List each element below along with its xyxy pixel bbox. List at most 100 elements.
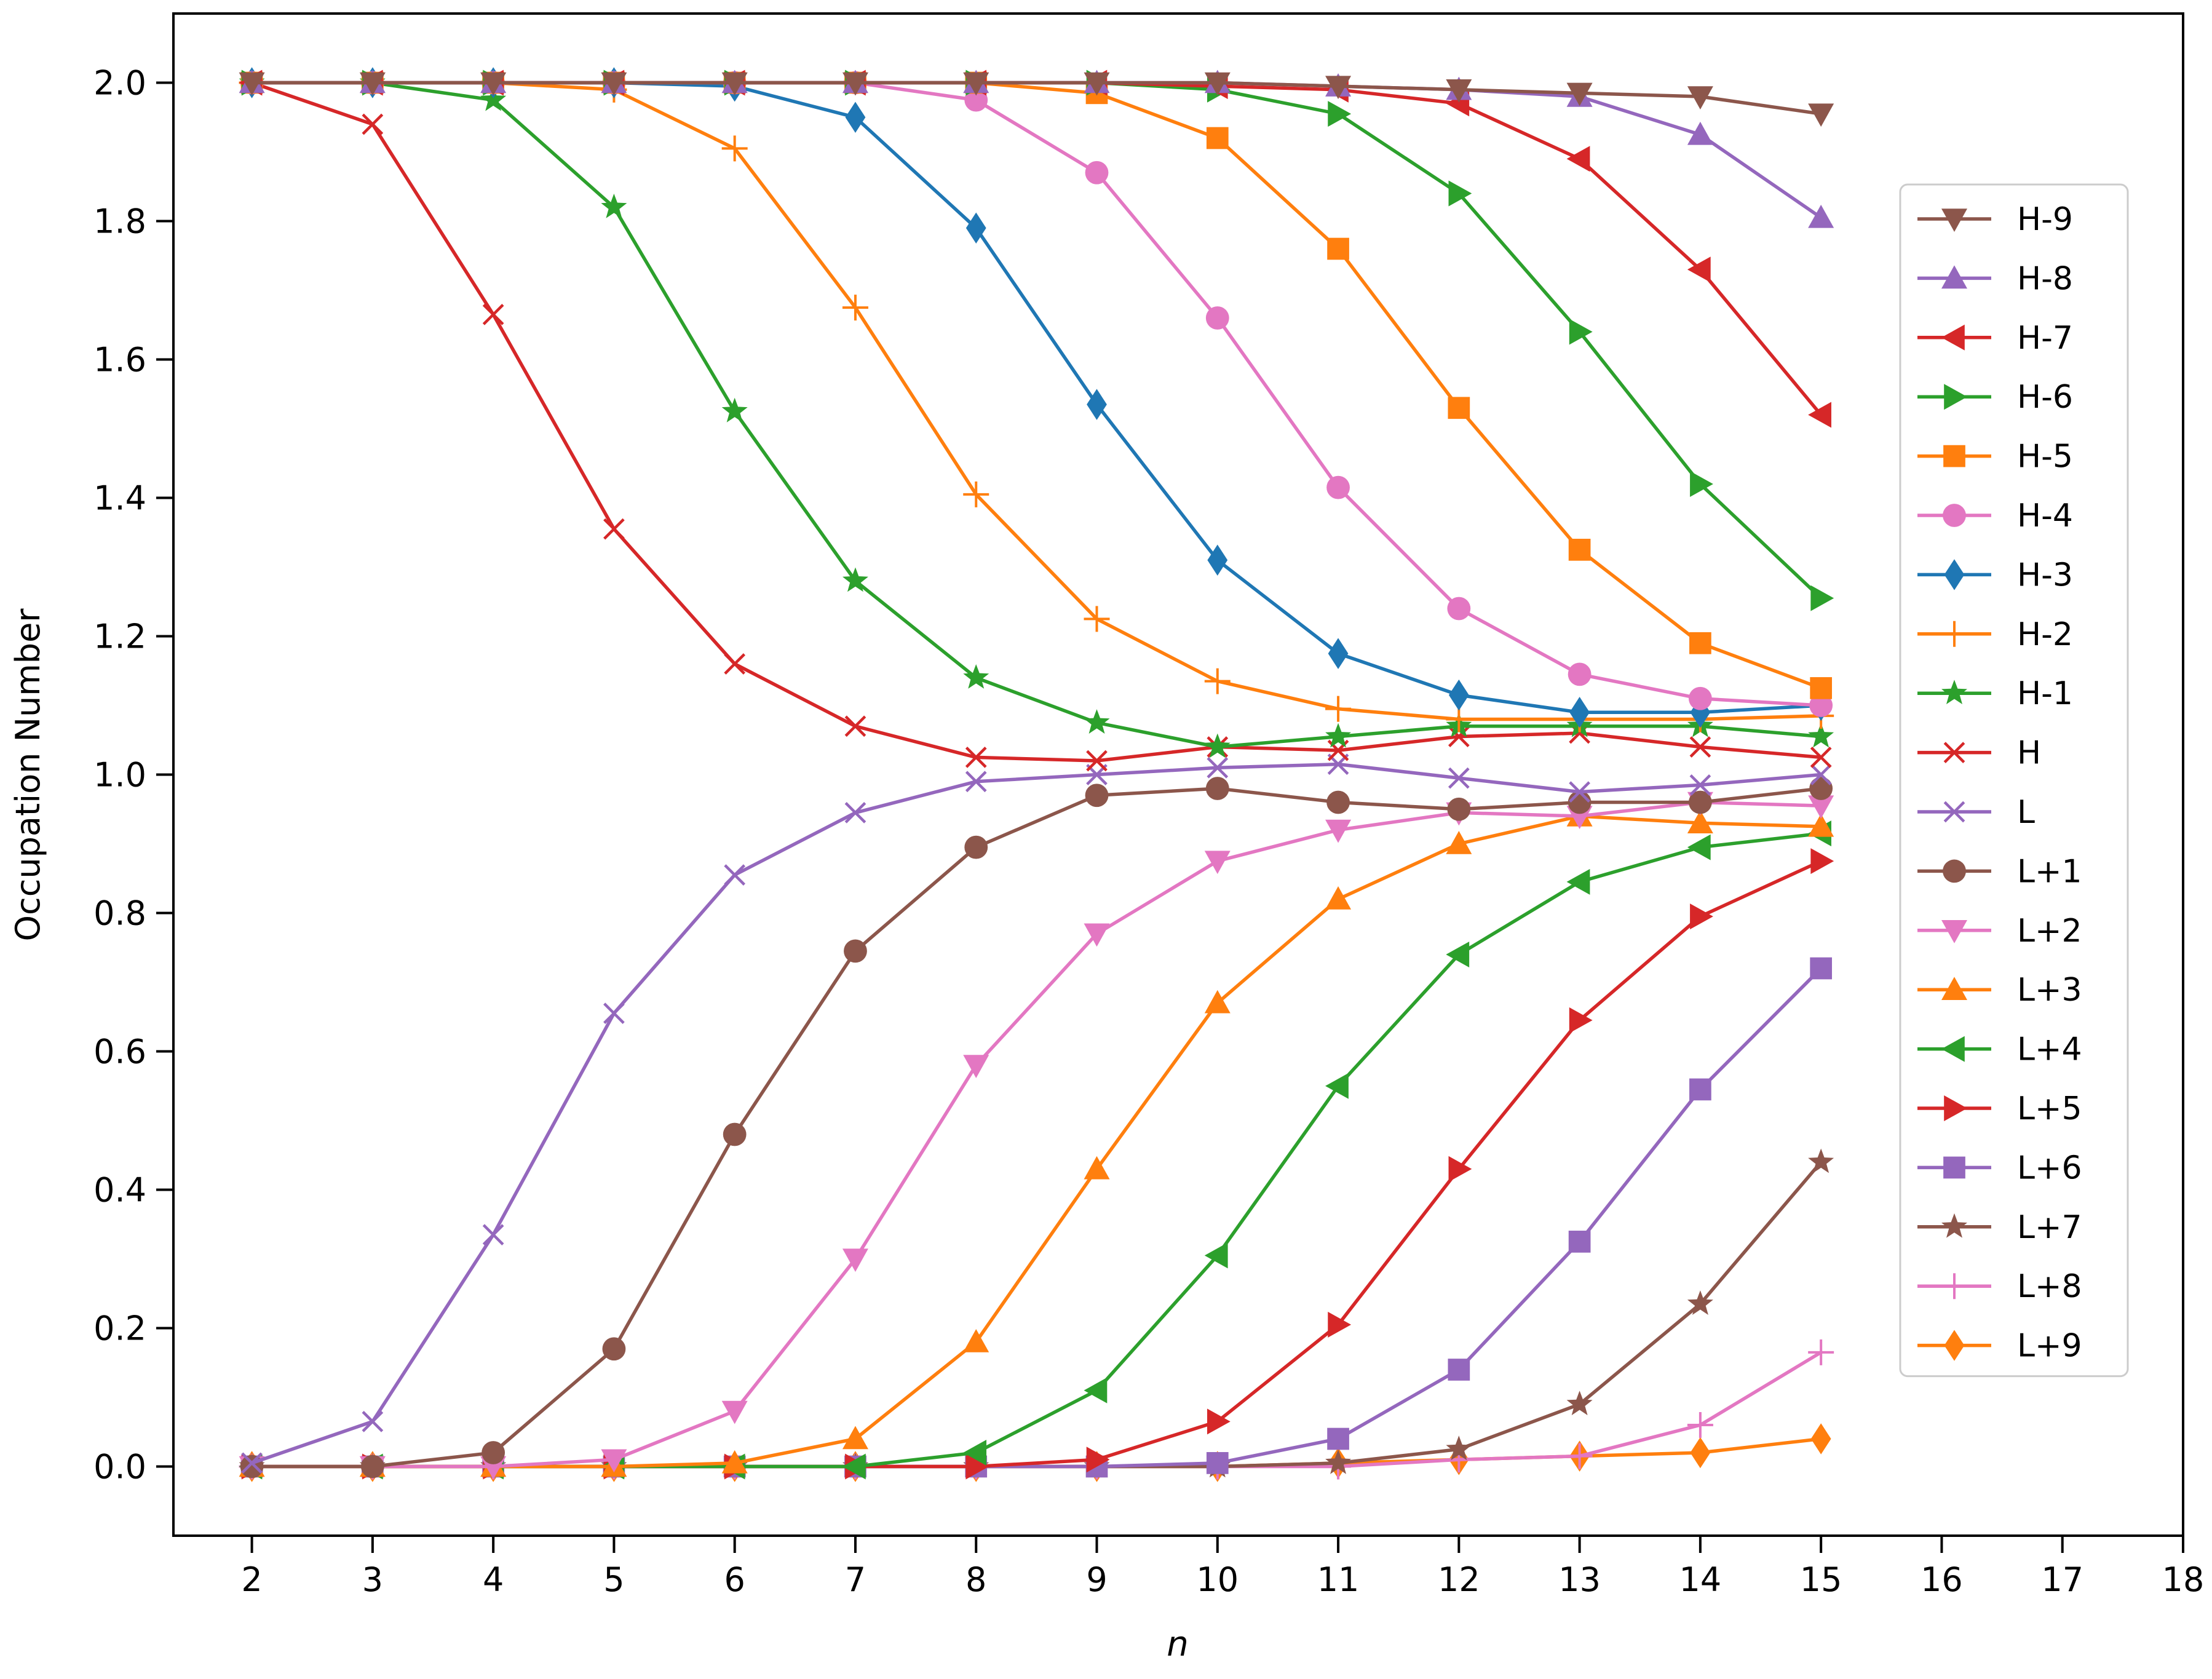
data-point-lplus4	[1446, 942, 1470, 967]
data-point-h-1-shape	[1084, 709, 1110, 734]
data-point-lplus3	[842, 1426, 868, 1450]
data-point-lplus7-shape	[1325, 1449, 1351, 1474]
data-point-lplus6-shape	[1448, 1359, 1470, 1381]
data-point-h-3	[1328, 638, 1349, 669]
legend-label: L+2	[2017, 913, 2082, 950]
legend-label: H-8	[2017, 260, 2073, 297]
legend-marker-shape	[1941, 977, 1967, 1000]
data-point-h	[1810, 747, 1832, 768]
y-axis-label: Occupation Number	[9, 608, 47, 942]
legend-marker	[1944, 559, 1965, 590]
legend-marker-shape	[1943, 504, 1966, 527]
legend-marker	[1943, 445, 1965, 467]
legend-label: H-9	[2017, 201, 2073, 238]
legend: H-9 H-8 H-7 H-6 H-5 H-4 H-3 H-2 H-1 HL L+1 L+2 L+3 L+…	[1899, 183, 2129, 1378]
data-point-h-6-shape	[1690, 471, 1713, 497]
data-point-lplus4	[842, 1453, 866, 1480]
legend-marker	[1943, 1156, 1965, 1179]
data-point-h-3	[845, 101, 866, 133]
data-point-h-5-shape	[1327, 237, 1349, 260]
x-tick-label: 3	[362, 1560, 383, 1599]
data-point-h-9-shape	[721, 72, 748, 96]
legend-marker-shape	[1944, 559, 1965, 590]
data-point-h-2-shape	[842, 295, 868, 321]
legend-item-h-7: H-7	[1917, 320, 2073, 357]
data-point-lplus2	[963, 1055, 989, 1078]
data-point-h-8-shape	[1687, 121, 1713, 145]
data-point-lplus1	[1447, 797, 1471, 821]
data-point-h-4	[1568, 662, 1592, 686]
data-point-l-shape	[965, 771, 987, 793]
legend-marker-shape	[1943, 859, 1966, 883]
data-point-lplus3-shape	[1325, 886, 1352, 910]
data-point-h-6	[1328, 101, 1352, 127]
data-point-h-9-shape	[480, 72, 507, 96]
legend-label: L+9	[2017, 1328, 2082, 1365]
data-point-lplus7-shape	[1808, 1148, 1834, 1173]
data-point-h-4-shape	[964, 88, 988, 112]
data-point-h-1-shape	[1325, 723, 1351, 748]
data-point-h-2	[721, 135, 748, 162]
data-point-h-7-shape	[1687, 256, 1711, 283]
data-point-h-6	[1448, 180, 1472, 207]
data-point-lplus7	[1566, 1391, 1593, 1416]
data-point-h-9-shape	[1566, 82, 1593, 106]
y-tick-label: 1.0	[93, 756, 146, 795]
legend-marker	[1941, 680, 1967, 704]
data-point-lplus7-shape	[1687, 1290, 1713, 1315]
legend-marker-shape	[1941, 1036, 1965, 1062]
data-point-lplus2-shape	[963, 1055, 989, 1078]
data-point-h-5	[1327, 237, 1349, 260]
data-point-h-9	[1084, 72, 1110, 96]
data-point-lplus3	[1687, 810, 1713, 834]
x-tick-label: 11	[1317, 1560, 1360, 1599]
data-point-lplus3	[1446, 831, 1472, 854]
data-point-lplus8-shape	[1566, 1443, 1593, 1469]
data-point-h-9-shape	[601, 72, 627, 96]
data-point-lplus3-shape	[1204, 990, 1231, 1014]
legend-label: H-6	[2017, 379, 2073, 416]
data-point-lplus8-shape	[1687, 1412, 1713, 1438]
data-point-h-6-shape	[1569, 319, 1593, 345]
data-point-h-4-shape	[1085, 161, 1109, 185]
data-point-h-2-shape	[1446, 706, 1472, 732]
legend-label: L+8	[2017, 1268, 2082, 1305]
data-point-h	[482, 304, 504, 325]
data-point-h-4-shape	[1205, 306, 1229, 330]
data-point-h-7	[1808, 402, 1831, 428]
data-point-h-1-shape	[1204, 733, 1231, 758]
data-point-h-shape	[603, 518, 625, 540]
data-point-h-3-shape	[1087, 389, 1107, 420]
legend-marker-shape	[1943, 445, 1965, 467]
data-point-h-1-shape	[721, 397, 748, 423]
legend-marker	[1943, 742, 1965, 763]
series-line-l	[251, 762, 1822, 1465]
data-point-h-5-shape	[1689, 632, 1711, 654]
data-point-lplus9	[1690, 1437, 1711, 1469]
legend-marker-shape	[1943, 742, 1965, 763]
data-point-lplus4-shape	[1084, 1377, 1108, 1403]
data-point-h	[1086, 750, 1108, 772]
data-point-h-1-shape	[1808, 723, 1834, 748]
data-point-h-shape	[1810, 747, 1832, 768]
x-tick-label: 14	[1679, 1560, 1722, 1599]
data-point-lplus2	[1204, 851, 1231, 875]
data-point-l	[965, 771, 987, 793]
data-point-lplus6	[1689, 1078, 1711, 1101]
data-point-l	[1569, 781, 1590, 803]
data-point-h-1	[480, 86, 507, 111]
data-point-l	[1207, 756, 1229, 779]
data-point-lplus4-shape	[1204, 1242, 1228, 1269]
legend-item-lplus4: L+4	[1917, 1031, 2082, 1068]
data-point-l-shape	[241, 1452, 263, 1474]
data-point-h-6	[1569, 319, 1593, 345]
data-point-h-4	[964, 88, 988, 112]
legend-marker	[1941, 621, 1967, 647]
data-point-lplus4-shape	[842, 1453, 866, 1480]
data-point-h-4	[1447, 597, 1471, 621]
legend-marker	[1941, 208, 1967, 232]
data-point-h-2-shape	[1084, 606, 1110, 632]
data-point-lplus1-shape	[1326, 790, 1350, 814]
y-tick-label: 0.6	[93, 1033, 146, 1071]
data-point-h-9	[963, 72, 989, 96]
